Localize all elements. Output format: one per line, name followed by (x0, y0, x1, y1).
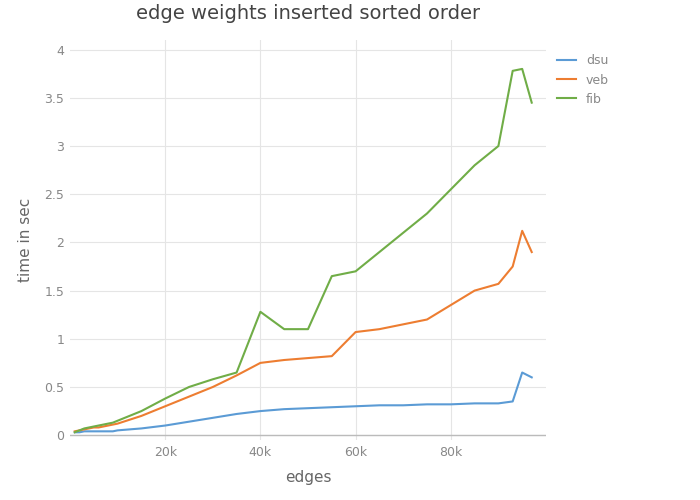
veb (71, 428, 79, 434)
veb (399, 322, 407, 328)
dsu (304, 405, 312, 411)
fib (94, 422, 103, 428)
dsu (161, 422, 169, 428)
veb (76, 428, 84, 434)
fib (328, 273, 336, 279)
fib (508, 68, 517, 74)
Line: fib: fib (75, 69, 532, 432)
dsu (528, 374, 536, 380)
dsu (76, 430, 84, 436)
Legend: dsu, veb, fib: dsu, veb, fib (557, 54, 609, 106)
veb (209, 384, 217, 390)
dsu (108, 428, 117, 434)
dsu (280, 406, 288, 412)
fib (99, 422, 108, 428)
veb (304, 355, 312, 361)
dsu (137, 426, 146, 432)
Line: veb: veb (75, 231, 532, 432)
fib (304, 326, 312, 332)
veb (280, 357, 288, 363)
dsu (256, 408, 265, 414)
fib (470, 162, 479, 168)
dsu (80, 428, 88, 434)
veb (351, 329, 360, 335)
dsu (423, 402, 431, 407)
veb (518, 228, 526, 234)
dsu (71, 430, 79, 436)
dsu (94, 428, 103, 434)
dsu (470, 400, 479, 406)
dsu (447, 402, 455, 407)
fib (80, 426, 88, 432)
veb (94, 424, 103, 430)
veb (494, 281, 503, 287)
dsu (232, 411, 241, 417)
fib (447, 186, 455, 192)
veb (113, 420, 122, 426)
veb (80, 426, 88, 432)
Title: edge weights inserted sorted order: edge weights inserted sorted order (136, 4, 480, 23)
veb (232, 372, 241, 378)
fib (256, 309, 265, 315)
dsu (185, 418, 193, 424)
veb (470, 288, 479, 294)
dsu (104, 428, 112, 434)
dsu (518, 370, 526, 376)
fib (399, 230, 407, 236)
veb (423, 316, 431, 322)
dsu (328, 404, 336, 410)
veb (85, 426, 93, 432)
fib (494, 143, 503, 149)
fib (232, 370, 241, 376)
fib (137, 408, 146, 414)
dsu (90, 428, 98, 434)
fib (351, 268, 360, 274)
fib (104, 420, 112, 426)
veb (328, 353, 336, 359)
veb (447, 302, 455, 308)
veb (375, 326, 384, 332)
veb (161, 404, 169, 409)
fib (85, 424, 93, 430)
fib (113, 418, 122, 424)
veb (528, 249, 536, 255)
dsu (399, 402, 407, 408)
fib (518, 66, 526, 72)
veb (137, 413, 146, 419)
dsu (209, 415, 217, 421)
Line: dsu: dsu (75, 372, 532, 432)
Y-axis label: time in sec: time in sec (18, 198, 34, 282)
fib (423, 210, 431, 216)
veb (99, 424, 108, 430)
fib (108, 420, 117, 426)
fib (528, 100, 536, 105)
dsu (508, 398, 517, 404)
fib (375, 249, 384, 255)
dsu (494, 400, 503, 406)
veb (256, 360, 265, 366)
dsu (99, 428, 108, 434)
dsu (113, 428, 122, 434)
fib (90, 424, 98, 430)
X-axis label: edges: edges (285, 470, 331, 484)
fib (71, 430, 79, 436)
fib (161, 396, 169, 402)
veb (104, 422, 112, 428)
dsu (375, 402, 384, 408)
dsu (351, 404, 360, 409)
dsu (85, 428, 93, 434)
veb (508, 264, 517, 270)
fib (209, 376, 217, 382)
veb (185, 394, 193, 400)
veb (108, 422, 117, 428)
fib (76, 428, 84, 434)
veb (90, 424, 98, 430)
fib (185, 384, 193, 390)
fib (280, 326, 288, 332)
